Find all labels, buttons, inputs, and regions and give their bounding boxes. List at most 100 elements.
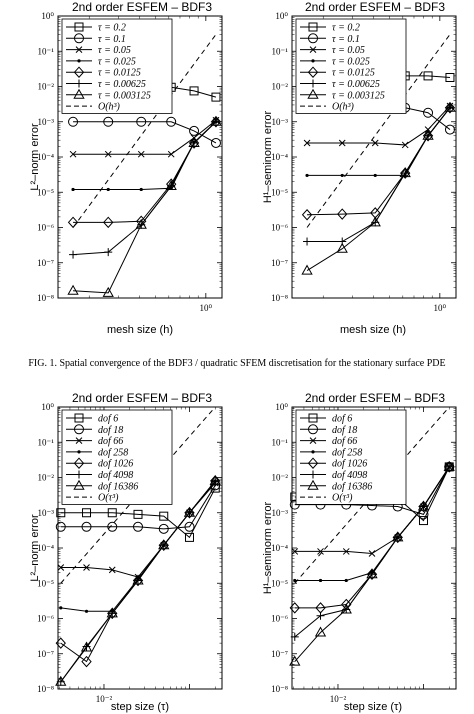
y-tick-label: 10⁻⁸ — [37, 684, 54, 694]
legend-entry: τ = 0.2 — [332, 23, 360, 34]
data-point-plus — [316, 611, 325, 620]
data-point-diamond — [422, 130, 434, 142]
legend-entry: τ = 0.003125 — [98, 90, 151, 101]
data-point-triangle — [314, 626, 327, 637]
figure-caption: FIG. 1. Spatial convergence of the BDF3 … — [28, 358, 445, 369]
data-point-dot — [84, 609, 89, 613]
x-tick-label: 10⁻² — [96, 694, 113, 704]
data-point-x — [291, 548, 299, 555]
data-point-circle — [166, 116, 177, 127]
legend-marker-plus — [75, 79, 83, 88]
y-tick-label: 10⁻⁵ — [271, 578, 288, 588]
legend-box — [295, 18, 407, 114]
legend-marker-square — [308, 413, 318, 423]
data-point-diamond — [301, 209, 313, 221]
legend-entry: τ = 0.05 — [332, 45, 365, 56]
legend-entry: dof 66 — [98, 436, 123, 447]
legend-marker-plus — [309, 79, 317, 88]
axes-frame — [291, 15, 457, 299]
chart-title: 2nd order ESFEM – BDF3 — [305, 391, 445, 405]
legend-marker-x — [309, 46, 317, 53]
reference-line — [72, 34, 217, 228]
legend-entry: dof 1026 — [332, 459, 367, 470]
data-point-square — [107, 508, 117, 518]
legend-marker-x — [309, 437, 317, 444]
legend-entry: dof 258 — [332, 447, 362, 458]
legend-entry: τ = 0.00625 — [98, 79, 146, 90]
data-point-triangle — [301, 264, 313, 275]
legend-marker-square — [308, 22, 318, 32]
data-point-plus — [104, 248, 113, 257]
legend-entry: τ = 0.1 — [332, 34, 360, 45]
data-point-dot — [293, 578, 297, 583]
y-tick-label: 10⁻⁶ — [37, 223, 54, 233]
series-line — [294, 466, 450, 662]
legend-marker-dot — [311, 59, 315, 63]
axes-frame — [291, 406, 457, 690]
data-point-triangle — [132, 574, 144, 585]
legend-marker-triangle — [73, 88, 85, 99]
data-point-circle — [81, 521, 92, 532]
data-point-x — [317, 548, 324, 555]
data-point-circle — [103, 116, 114, 127]
data-point-diamond — [210, 475, 221, 487]
data-point-circle — [444, 124, 455, 135]
chart-title: 2nd order ESFEM – BDF3 — [72, 0, 212, 14]
series-line — [73, 121, 217, 294]
legend-marker-dot — [311, 450, 315, 454]
data-point-x — [371, 139, 379, 147]
legend-marker-circle — [308, 33, 318, 44]
series-line — [307, 105, 451, 146]
legend-entry: τ = 0.025 — [332, 56, 370, 67]
y-tick-label: 10⁻⁵ — [37, 578, 54, 588]
y-axis-label: L²–norm error — [29, 123, 41, 191]
data-point-square — [211, 92, 221, 102]
data-point-dot — [106, 187, 110, 192]
legend-marker-square — [74, 22, 84, 32]
legend-entry-reference: O(h³) — [332, 102, 355, 113]
legend-entry: dof 16386 — [98, 481, 138, 492]
legend-entry: dof 18 — [98, 425, 123, 436]
series-line — [307, 107, 451, 243]
legend-marker-diamond — [307, 66, 319, 78]
data-point-diamond — [81, 655, 92, 668]
legend-marker-dot — [77, 450, 81, 454]
data-point-circle — [210, 137, 221, 148]
data-point-dot — [344, 578, 348, 583]
legend-entry: dof 1026 — [98, 459, 133, 470]
legend-entry-reference: O(τ³) — [98, 493, 119, 504]
legend-entry: dof 18 — [332, 425, 357, 436]
legend-box — [295, 409, 407, 505]
legend-entry: τ = 0.1 — [98, 34, 126, 45]
data-point-triangle — [340, 603, 352, 614]
legend-entry: τ = 0.05 — [98, 45, 131, 56]
data-point-square — [418, 516, 428, 526]
data-point-triangle — [106, 607, 118, 618]
x-tick-label: 10⁰ — [434, 303, 447, 313]
data-point-triangle — [422, 129, 434, 140]
y-tick-label: 10⁻⁸ — [37, 293, 54, 303]
data-point-x — [424, 126, 432, 133]
chart-title: 2nd order ESFEM – BDF3 — [305, 0, 445, 14]
data-point-circle — [184, 521, 195, 532]
y-tick-label: 10⁻⁸ — [271, 293, 288, 303]
data-point-square — [159, 511, 169, 521]
data-point-x — [108, 566, 116, 574]
data-point-diamond — [132, 574, 144, 587]
series-line — [306, 107, 451, 271]
legend-marker-triangle — [307, 479, 319, 490]
y-tick-label: 10⁰ — [275, 11, 288, 21]
y-axis-label: H¹–seminorm error — [262, 502, 274, 595]
data-point-triangle — [336, 242, 348, 253]
y-tick-label: 10⁻³ — [272, 508, 289, 518]
y-tick-label: 10⁰ — [41, 11, 54, 21]
data-point-dot — [59, 606, 63, 610]
data-point-x — [401, 141, 409, 149]
data-point-dot — [318, 578, 323, 583]
data-point-triangle — [369, 216, 381, 227]
data-point-diamond — [188, 137, 200, 149]
y-tick-label: 10⁻¹ — [38, 437, 55, 447]
y-tick-label: 10⁻⁷ — [37, 649, 54, 659]
data-point-triangle — [443, 460, 455, 471]
data-point-square — [133, 509, 143, 519]
